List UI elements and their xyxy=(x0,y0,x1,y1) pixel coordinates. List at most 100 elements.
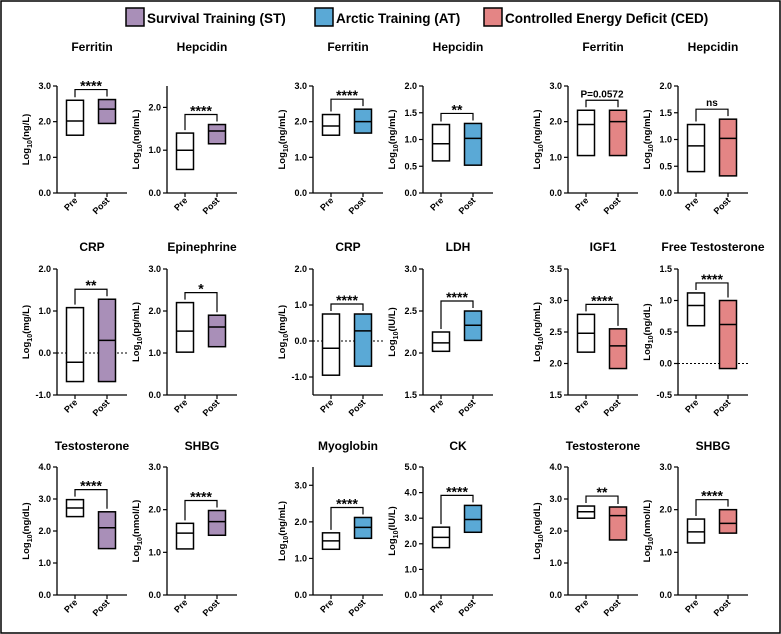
panel-title: SHBG xyxy=(185,439,220,453)
significance-label: ** xyxy=(86,277,97,293)
significance-label: **** xyxy=(190,489,212,505)
significance-label: **** xyxy=(80,78,102,94)
panel-title: Hepcidin xyxy=(433,40,484,54)
significance-label: **** xyxy=(446,289,468,305)
panel-title: Free Testosterone xyxy=(661,240,764,254)
y-axis-label: Log10(nmol/L) xyxy=(642,500,655,563)
legend-swatch-ced xyxy=(483,7,503,27)
panel-title: Myoglobin xyxy=(318,439,378,453)
y-tick-label: 3.0 xyxy=(404,513,417,523)
significance-label: **** xyxy=(446,483,468,499)
significance-bracket xyxy=(440,494,474,525)
y-tick-label: 1.5 xyxy=(404,108,417,118)
y-tick-label: 1.5 xyxy=(549,390,562,400)
legend-swatch-at xyxy=(314,7,334,27)
y-tick-label: 0.0 xyxy=(148,590,161,600)
panel-free-testosterone-ced: Free Testosterone -0.5 0.0 0.5 1.0 1.5 Log10(n… xyxy=(642,240,765,418)
y-axis-label: Log10(ng/mL) xyxy=(387,109,400,169)
significance-bracket xyxy=(74,88,108,98)
box-post xyxy=(207,509,227,537)
y-tick-label: 4.0 xyxy=(549,462,562,472)
box-post xyxy=(207,314,227,348)
significance-bracket xyxy=(330,506,364,530)
y-tick-label: 2.0 xyxy=(404,539,417,549)
y-tick-label: 3.0 xyxy=(294,81,307,91)
y-tick-label: 2.5 xyxy=(549,327,562,337)
significance-bracket xyxy=(585,99,619,108)
y-axis-label: Log10(mg/L) xyxy=(277,305,290,359)
panel-title: CRP xyxy=(79,240,104,254)
y-tick-label: 3.0 xyxy=(148,462,161,472)
box-post xyxy=(608,328,628,370)
y-tick-label: 3.0 xyxy=(148,264,161,274)
significance-label: ** xyxy=(452,101,463,117)
legend-label-ced: Controlled Energy Deficit (CED) xyxy=(505,11,708,26)
significance-label: ** xyxy=(597,484,608,500)
y-tick-label: 3.0 xyxy=(404,264,417,274)
box-pre xyxy=(175,132,195,171)
y-axis-label: Log10(ng/dL) xyxy=(21,502,34,559)
legend: Survival Training (ST) Arctic Training (… xyxy=(125,7,708,27)
y-tick-label: 0.0 xyxy=(549,590,562,600)
box-post xyxy=(608,109,628,157)
box-pre xyxy=(576,109,596,157)
box-pre xyxy=(686,292,706,327)
y-tick-label: 1.0 xyxy=(294,300,307,310)
y-tick-label: 3.0 xyxy=(659,462,672,472)
significance-label: ns xyxy=(706,98,718,109)
box-post xyxy=(353,313,373,367)
y-axis-label: Log10(ng/dL) xyxy=(532,502,545,559)
y-tick-label: 1.0 xyxy=(659,296,672,306)
box-pre xyxy=(175,522,195,550)
y-tick-label: 2.0 xyxy=(38,264,51,274)
y-tick-label: 0.5 xyxy=(659,161,672,171)
legend-item-at: Arctic Training (AT) xyxy=(314,7,460,27)
y-axis-label: Log10(ng/mL) xyxy=(532,302,545,362)
y-tick-label: 2.5 xyxy=(404,306,417,316)
y-tick-label: 2.0 xyxy=(294,517,307,527)
y-tick-label: 0.0 xyxy=(294,188,307,198)
y-axis-label: Log10(mg/L) xyxy=(21,305,34,359)
y-axis-label: Log10(IU/L) xyxy=(387,506,400,556)
y-tick-label: 0.0 xyxy=(38,590,51,600)
y-tick-label: 1.0 xyxy=(404,564,417,574)
y-tick-label: -1.0 xyxy=(35,390,51,400)
y-tick-label: 3.0 xyxy=(294,480,307,490)
significance-bracket xyxy=(695,282,729,298)
y-tick-label: -0.5 xyxy=(656,390,672,400)
y-tick-label: 4.0 xyxy=(38,462,51,472)
y-axis-label: Log10(ng/mL) xyxy=(277,109,290,169)
box-pre xyxy=(175,301,195,353)
legend-item-ced: Controlled Energy Deficit (CED) xyxy=(483,7,708,27)
y-tick-label: 2.0 xyxy=(294,264,307,274)
y-tick-label: 0.0 xyxy=(659,188,672,198)
y-tick-label: 1.0 xyxy=(148,348,161,358)
panel-title: Ferritin xyxy=(327,40,368,54)
significance-bracket xyxy=(330,303,364,311)
significance-bracket xyxy=(184,113,218,131)
box-post xyxy=(97,511,117,550)
panel-title: Testosterone xyxy=(55,439,130,453)
significance-bracket xyxy=(184,499,218,521)
box-pre xyxy=(431,123,451,162)
y-tick-label: 2.0 xyxy=(148,505,161,515)
y-tick-label: 0.0 xyxy=(148,188,161,198)
panel-title: CK xyxy=(449,439,467,453)
box-post xyxy=(718,508,738,534)
panel-title: Epinephrine xyxy=(167,240,237,254)
y-tick-label: 1.0 xyxy=(38,558,51,568)
panel-title: Testosterone xyxy=(566,439,641,453)
y-tick-label: -1.0 xyxy=(291,372,307,382)
significance-bracket xyxy=(184,292,218,313)
y-tick-label: 0.5 xyxy=(659,327,672,337)
y-tick-label: 1.0 xyxy=(659,547,672,557)
y-tick-label: 2.0 xyxy=(404,348,417,358)
y-tick-label: 3.0 xyxy=(549,296,562,306)
y-axis-label: Log10(ng/mL) xyxy=(642,109,655,169)
y-tick-label: 1.0 xyxy=(148,145,161,155)
